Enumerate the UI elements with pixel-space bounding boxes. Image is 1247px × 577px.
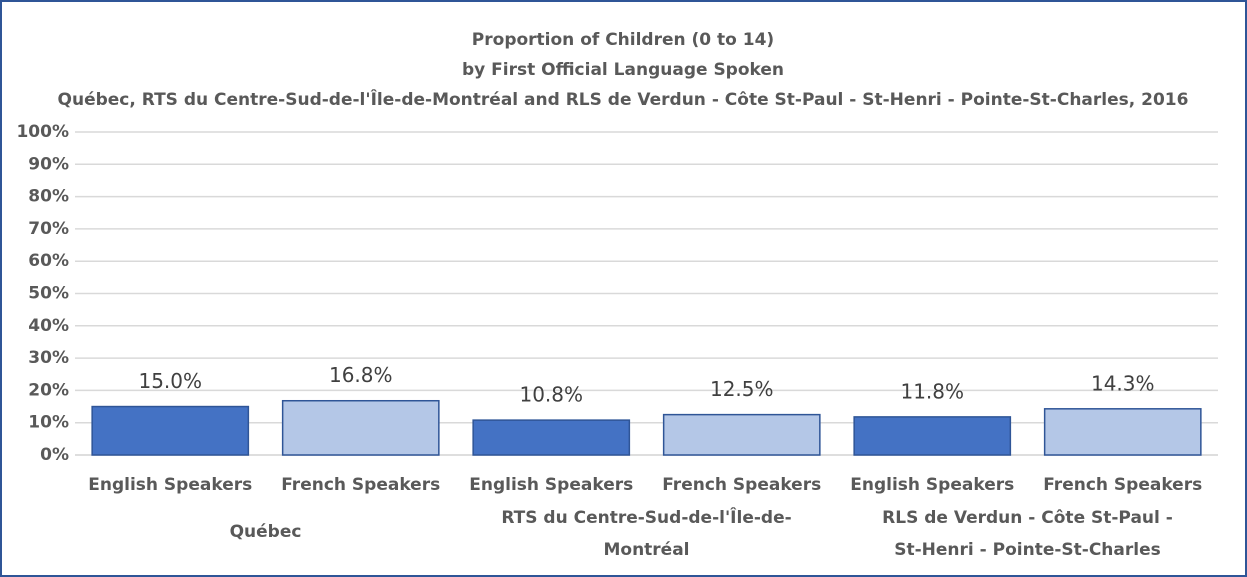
x-tick-label: French Speakers xyxy=(1043,475,1202,495)
y-tick-label: 0% xyxy=(40,445,69,465)
y-tick-label: 20% xyxy=(28,380,69,400)
bar xyxy=(1043,408,1202,456)
y-tick-label: 30% xyxy=(28,348,69,368)
x-tick-label: French Speakers xyxy=(281,475,440,495)
data-label: 12.5% xyxy=(710,377,774,401)
y-tick-label: 10% xyxy=(28,413,69,433)
bar xyxy=(472,419,631,456)
y-tick-label: 60% xyxy=(28,251,69,271)
x-tick-label: English Speakers xyxy=(469,475,633,495)
y-tick-label: 70% xyxy=(28,219,69,239)
data-label: 15.0% xyxy=(138,369,202,393)
y-tick-label: 90% xyxy=(28,154,69,174)
group-label: RLS de Verdun - Côte St-Paul - xyxy=(882,508,1173,528)
data-label: 10.8% xyxy=(519,383,583,407)
data-label: 16.8% xyxy=(329,363,393,387)
y-tick-label: 80% xyxy=(28,187,69,207)
chart-title: Québec, RTS du Centre-Sud-de-l'Île-de-Mo… xyxy=(58,88,1189,110)
x-tick-label: English Speakers xyxy=(850,475,1014,495)
data-label: 11.8% xyxy=(900,379,964,403)
bar xyxy=(853,416,1012,456)
bar xyxy=(91,405,250,456)
x-tick-label: English Speakers xyxy=(88,475,252,495)
chart-title: Proportion of Children (0 to 14) xyxy=(472,30,774,50)
x-tick-label: French Speakers xyxy=(662,475,821,495)
bar xyxy=(281,399,440,456)
y-tick-label: 40% xyxy=(28,316,69,336)
bar xyxy=(662,413,821,456)
group-label: Québec xyxy=(230,522,302,542)
y-tick-label: 50% xyxy=(28,284,69,304)
chart-title: by First Official Language Spoken xyxy=(462,60,784,80)
group-label: St-Henri - Pointe-St-Charles xyxy=(894,540,1161,560)
data-label: 14.3% xyxy=(1091,371,1155,395)
group-label: RTS du Centre-Sud-de-l'Île-de- xyxy=(501,506,791,528)
group-label: Montréal xyxy=(603,540,689,560)
y-tick-label: 100% xyxy=(16,122,69,142)
